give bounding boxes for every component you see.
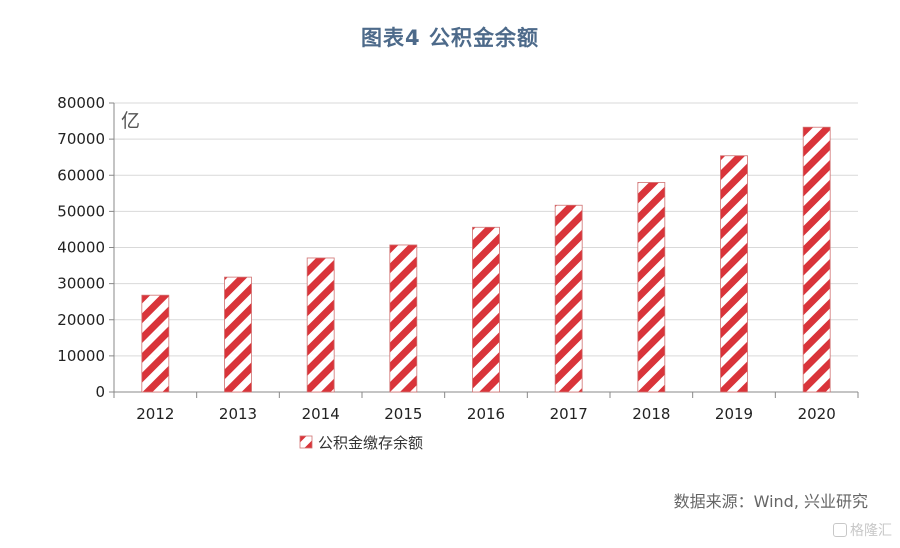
bar-2013[interactable]: [224, 276, 252, 393]
x-tick-label: 2012: [136, 405, 174, 423]
y-tick-label: 40000: [57, 239, 105, 257]
x-tick-label: 2018: [632, 405, 670, 423]
bar-2020[interactable]: [802, 126, 831, 393]
y-tick-label: 70000: [57, 130, 105, 148]
bar-2017[interactable]: [554, 204, 583, 393]
bars: [141, 126, 831, 393]
watermark: 格隆汇: [833, 520, 892, 540]
y-tick-label: 20000: [57, 311, 105, 329]
bar-2014[interactable]: [306, 257, 335, 393]
axis-labels: 0 10000 20000 30000 40000 50000 60000 70000 8000…: [57, 94, 835, 423]
x-tick-label: 2019: [715, 405, 753, 423]
source-note: 数据来源：Wind, 兴业研究: [673, 492, 868, 511]
y-tick-label: 50000: [57, 202, 105, 220]
bar-2012[interactable]: [141, 294, 170, 393]
legend[interactable]: 公积金缴存余额: [299, 434, 423, 452]
y-unit-label: 亿: [121, 110, 140, 132]
legend-swatch: [299, 435, 313, 449]
x-tick-label: 2017: [550, 405, 588, 423]
y-tick-label: 30000: [57, 275, 105, 293]
bar-2019[interactable]: [720, 155, 748, 393]
x-tick-label: 2014: [302, 405, 340, 423]
x-tick-label: 2015: [384, 405, 422, 423]
watermark-logo-icon: [833, 523, 847, 537]
legend-label: 公积金缴存余额: [318, 434, 423, 452]
bar-2018[interactable]: [637, 182, 666, 393]
y-tick-label: 80000: [57, 94, 105, 112]
y-tick-label: 10000: [57, 347, 105, 365]
watermark-text: 格隆汇: [850, 523, 892, 539]
x-tick-label: 2020: [798, 405, 836, 423]
bar-2015[interactable]: [389, 244, 418, 393]
x-tick-label: 2016: [467, 405, 505, 423]
chart-title: 图表4 公积金余额: [361, 26, 539, 50]
y-tick-label: 60000: [57, 166, 105, 184]
x-tick-label: 2013: [219, 405, 257, 423]
bar-2016[interactable]: [472, 226, 500, 393]
y-tick-label: 0: [95, 383, 105, 401]
